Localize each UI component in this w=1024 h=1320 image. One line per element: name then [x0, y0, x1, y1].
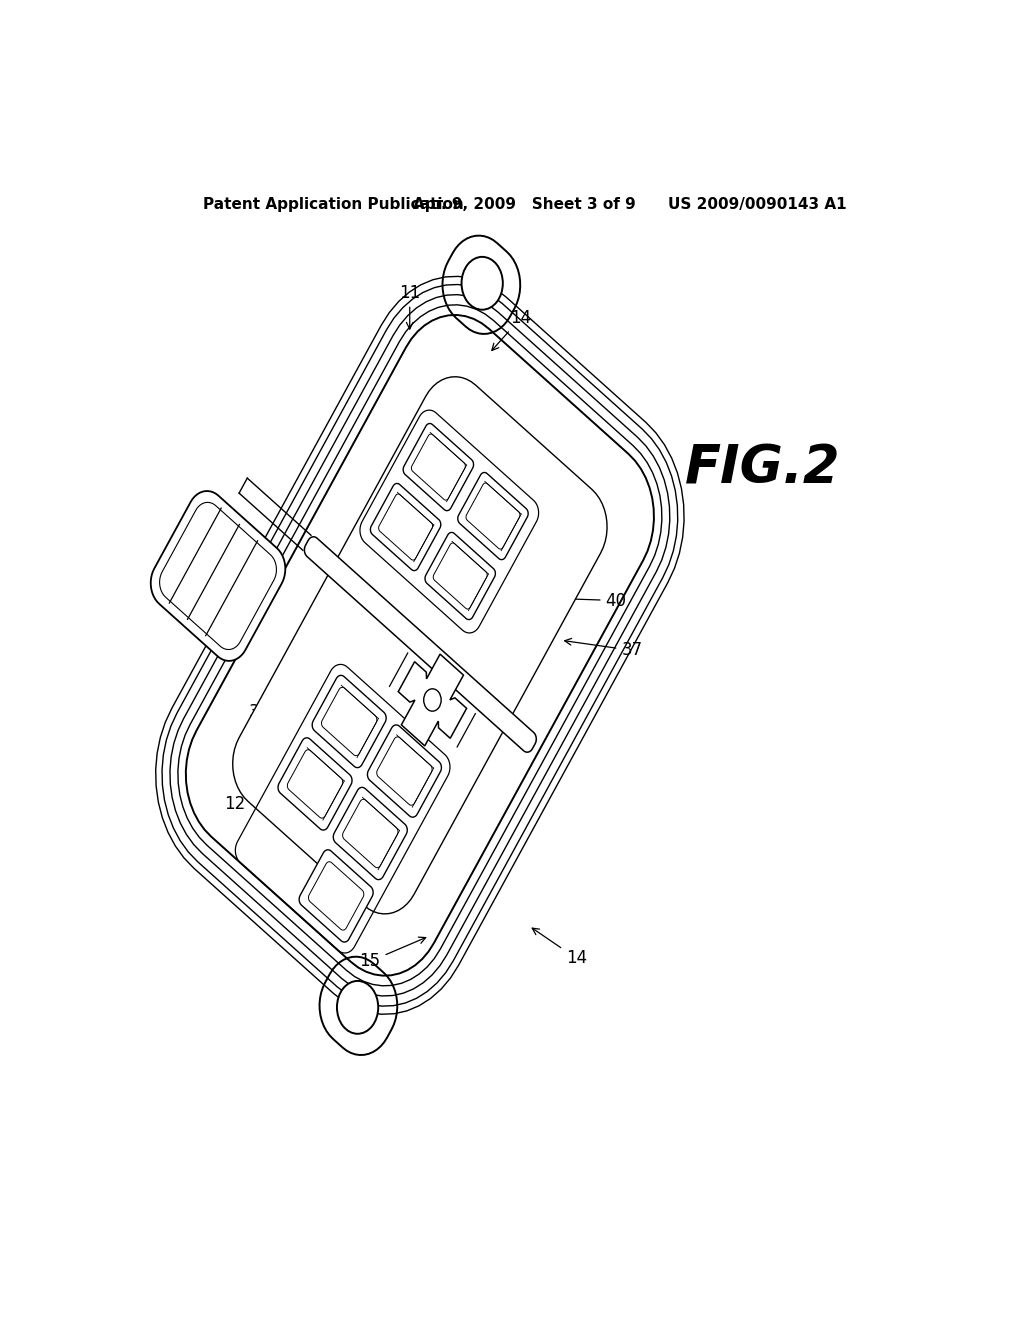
Polygon shape	[312, 676, 386, 768]
Text: 12: 12	[224, 789, 295, 813]
Text: US 2009/0090143 A1: US 2009/0090143 A1	[668, 197, 846, 213]
Polygon shape	[412, 434, 465, 500]
Polygon shape	[288, 750, 343, 818]
Polygon shape	[343, 800, 398, 867]
Polygon shape	[377, 737, 432, 805]
Text: 11: 11	[399, 284, 421, 329]
Polygon shape	[379, 494, 432, 560]
Text: Apr. 9, 2009   Sheet 3 of 9: Apr. 9, 2009 Sheet 3 of 9	[414, 197, 636, 213]
Polygon shape	[151, 491, 286, 661]
Text: 14: 14	[492, 309, 531, 350]
Text: 14: 14	[532, 928, 587, 968]
Text: 15: 15	[359, 937, 426, 970]
Text: 30: 30	[249, 686, 342, 721]
Polygon shape	[304, 537, 537, 752]
Polygon shape	[425, 532, 496, 619]
Polygon shape	[403, 424, 473, 511]
Text: 40: 40	[561, 591, 627, 610]
Polygon shape	[322, 688, 377, 755]
Circle shape	[424, 689, 441, 711]
Polygon shape	[442, 236, 520, 334]
Circle shape	[337, 981, 378, 1034]
Polygon shape	[299, 850, 373, 942]
Polygon shape	[398, 655, 467, 746]
Text: Patent Application Publication: Patent Application Publication	[204, 197, 464, 213]
Polygon shape	[433, 543, 487, 609]
Text: 55: 55	[332, 896, 390, 928]
Polygon shape	[319, 957, 397, 1055]
Polygon shape	[185, 315, 654, 975]
Polygon shape	[458, 473, 528, 560]
Polygon shape	[232, 376, 607, 913]
Polygon shape	[371, 483, 440, 570]
Circle shape	[462, 257, 503, 310]
Text: FIG.2: FIG.2	[685, 442, 841, 495]
Polygon shape	[333, 787, 408, 879]
Polygon shape	[368, 725, 441, 817]
Text: 37: 37	[564, 639, 642, 659]
Polygon shape	[279, 738, 352, 830]
Polygon shape	[466, 483, 520, 549]
Polygon shape	[308, 862, 364, 931]
